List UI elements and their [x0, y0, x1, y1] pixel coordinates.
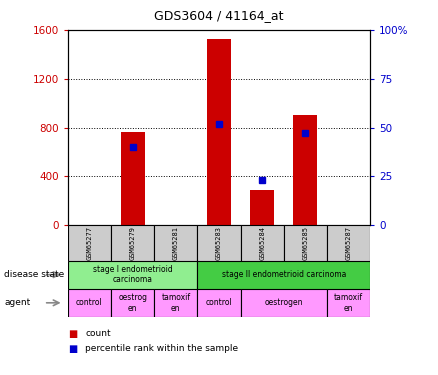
Bar	[68, 225, 111, 261]
Text: GSM65284: GSM65284	[259, 226, 265, 260]
Text: disease state: disease state	[4, 270, 65, 279]
Bar	[250, 190, 274, 225]
Text: ■: ■	[68, 329, 77, 339]
Bar	[207, 39, 231, 225]
Bar	[240, 225, 284, 261]
Bar	[154, 289, 198, 317]
Text: GDS3604 / 41164_at: GDS3604 / 41164_at	[154, 9, 284, 22]
Bar	[68, 289, 111, 317]
Bar	[198, 261, 370, 289]
Text: tamoxif
en: tamoxif en	[334, 293, 363, 312]
Text: tamoxif
en: tamoxif en	[161, 293, 191, 312]
Text: count: count	[85, 329, 111, 338]
Bar	[327, 225, 370, 261]
Text: percentile rank within the sample: percentile rank within the sample	[85, 344, 239, 353]
Text: oestrogen: oestrogen	[265, 298, 303, 307]
Text: control: control	[76, 298, 103, 307]
Bar	[111, 225, 154, 261]
Bar	[198, 289, 240, 317]
Text: GSM65285: GSM65285	[302, 226, 308, 260]
Bar	[68, 261, 198, 289]
Text: control: control	[205, 298, 233, 307]
Bar	[154, 225, 198, 261]
Bar	[327, 289, 370, 317]
Text: oestrog
en: oestrog en	[118, 293, 147, 312]
Text: GSM65283: GSM65283	[216, 226, 222, 260]
Text: GSM65277: GSM65277	[86, 226, 92, 260]
Bar	[121, 132, 145, 225]
Bar	[111, 289, 154, 317]
Text: agent: agent	[4, 298, 31, 307]
Text: stage I endometrioid
carcinoma: stage I endometrioid carcinoma	[93, 265, 173, 284]
Bar	[284, 225, 327, 261]
Text: GSM65281: GSM65281	[173, 226, 179, 260]
Text: GSM65287: GSM65287	[346, 226, 352, 260]
Text: ■: ■	[68, 344, 77, 354]
Bar	[293, 116, 317, 225]
Text: stage II endometrioid carcinoma: stage II endometrioid carcinoma	[222, 270, 346, 279]
Text: GSM65279: GSM65279	[130, 226, 136, 260]
Bar	[198, 225, 240, 261]
Bar	[240, 289, 327, 317]
